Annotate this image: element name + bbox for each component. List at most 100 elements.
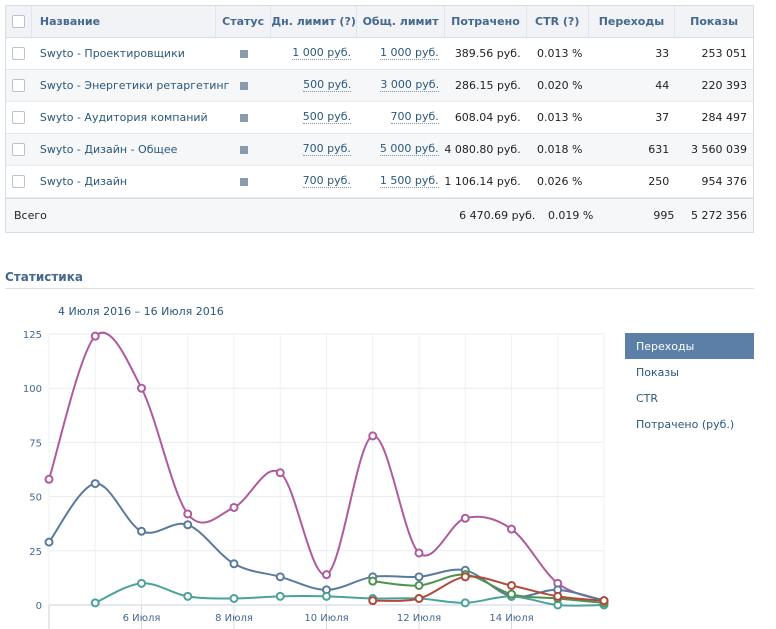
data-point xyxy=(229,593,239,603)
table-row: Swyto - Дизайн - Общее 700 руб. 5 000 ру… xyxy=(6,134,753,166)
campaign-name-link[interactable]: Swyto - Проектировщики xyxy=(39,47,185,60)
select-all-cell xyxy=(6,6,32,37)
spent-value: 1 106.14 руб. xyxy=(444,175,521,188)
data-point xyxy=(507,524,516,534)
data-point xyxy=(44,537,54,547)
shows-value: 954 376 xyxy=(701,175,747,188)
data-point xyxy=(275,572,285,582)
total-limit-link[interactable]: 700 руб. xyxy=(390,110,439,124)
data-point xyxy=(553,591,563,601)
table-row: Swyto - Аудитория компаний 500 руб. 700 … xyxy=(6,102,753,134)
data-point xyxy=(460,572,470,582)
legend-item-ctr[interactable]: CTR xyxy=(636,391,659,405)
header-shows[interactable]: Показы xyxy=(690,15,739,28)
total-spent: 6 470.69 руб. xyxy=(459,209,536,222)
spent-value: 389.56 руб. xyxy=(454,47,521,60)
clicks-value: 44 xyxy=(655,79,670,92)
status-icon[interactable] xyxy=(239,49,248,58)
legend-item-spent[interactable]: Потрачено (руб.) xyxy=(636,417,735,431)
total-label: Всего xyxy=(14,209,47,222)
statistics-chart: 0 25 50 75 100 125 6 Июля 8 Июля 10 Июля 12 Июля 1… xyxy=(23,330,609,629)
data-point xyxy=(183,509,193,519)
data-point xyxy=(460,598,470,608)
data-point xyxy=(368,596,378,606)
day-limit-link[interactable]: 1 000 руб. xyxy=(292,46,352,60)
data-point xyxy=(414,593,424,603)
total-ctr: 0.019 % xyxy=(547,209,594,222)
x-tick-label: 8 Июля xyxy=(215,613,253,624)
row-checkbox[interactable] xyxy=(12,175,26,188)
campaign-name-link[interactable]: Swyto - Дизайн - Общее xyxy=(39,143,178,156)
ctr-value: 0.013 % xyxy=(536,47,583,60)
data-point xyxy=(414,572,424,582)
total-limit-link[interactable]: 3 000 руб. xyxy=(380,78,440,92)
campaign-name-link[interactable]: Swyto - Энергетики ретаргетинг xyxy=(39,79,230,92)
campaign-name-link[interactable]: Swyto - Аудитория компаний xyxy=(39,111,208,124)
data-point xyxy=(368,431,378,441)
data-point xyxy=(460,513,470,523)
header-day-limit[interactable]: Дн. лимит (?) xyxy=(271,6,358,37)
x-tick-label: 12 Июля xyxy=(397,613,441,624)
clicks-value: 33 xyxy=(655,47,670,60)
data-point xyxy=(368,576,378,586)
row-checkbox[interactable] xyxy=(12,47,26,60)
data-point xyxy=(322,591,331,601)
y-tick-label: 75 xyxy=(29,438,42,449)
data-point xyxy=(137,578,146,588)
stats-title: Статистика xyxy=(5,270,83,284)
status-icon[interactable] xyxy=(239,177,248,186)
legend-item-shows[interactable]: Показы xyxy=(636,365,679,379)
data-point xyxy=(90,598,100,608)
header-name[interactable]: Название xyxy=(32,6,217,37)
data-point xyxy=(229,502,239,512)
total-clicks: 995 xyxy=(653,209,675,222)
ctr-value: 0.026 % xyxy=(537,175,583,188)
row-select-cell xyxy=(6,38,32,69)
total-limit-link[interactable]: 1 500 руб. xyxy=(379,174,439,188)
shows-value: 220 393 xyxy=(701,79,748,92)
row-checkbox[interactable] xyxy=(12,79,26,92)
total-limit-link[interactable]: 1 000 руб. xyxy=(380,46,439,60)
day-limit-link[interactable]: 500 руб. xyxy=(302,110,352,124)
clicks-value: 631 xyxy=(648,143,670,156)
chart-series xyxy=(368,570,609,608)
row-checkbox[interactable] xyxy=(12,143,26,156)
shows-value: 253 051 xyxy=(701,47,747,60)
day-limit-link[interactable]: 500 руб. xyxy=(303,78,352,92)
select-all-checkbox[interactable] xyxy=(11,15,25,28)
y-tick-label: 0 xyxy=(36,601,42,612)
row-select-cell xyxy=(6,102,32,133)
campaign-name-link[interactable]: Swyto - Дизайн xyxy=(39,175,128,188)
shows-value: 3 560 039 xyxy=(691,143,747,156)
header-status[interactable]: Статус xyxy=(216,6,272,37)
chart-series xyxy=(44,331,609,606)
status-icon[interactable] xyxy=(239,113,248,122)
day-limit-link[interactable]: 700 руб. xyxy=(302,142,351,156)
data-point xyxy=(137,383,146,393)
y-tick-label: 50 xyxy=(29,493,42,504)
data-point xyxy=(275,591,285,601)
legend-item-clicks[interactable]: Переходы xyxy=(625,333,754,359)
total-limit-link[interactable]: 5 000 руб. xyxy=(379,142,439,156)
series-line xyxy=(94,582,605,607)
x-tick-label: 6 Июля xyxy=(123,613,161,624)
header-ctr[interactable]: CTR (?) xyxy=(527,6,589,37)
table-row: Swyto - Энергетики ретаргетинг 500 руб. … xyxy=(6,70,753,102)
status-icon[interactable] xyxy=(240,81,249,90)
status-icon[interactable] xyxy=(239,145,248,154)
y-tick-label: 25 xyxy=(29,547,42,558)
table-row: Swyto - Дизайн 700 руб. 1 500 руб. 1 106… xyxy=(6,166,753,198)
data-point xyxy=(44,474,54,484)
x-tick-label: 10 Июля xyxy=(304,613,348,624)
row-checkbox[interactable] xyxy=(12,111,26,124)
data-point xyxy=(183,591,193,601)
data-point xyxy=(90,331,100,341)
data-point xyxy=(90,479,100,489)
clicks-value: 250 xyxy=(648,175,670,188)
header-spent[interactable]: Потрачено xyxy=(445,6,527,37)
day-limit-link[interactable]: 700 руб. xyxy=(302,174,351,188)
header-total-limit[interactable]: Общ. лимит xyxy=(357,6,446,37)
data-point xyxy=(229,559,239,569)
data-point xyxy=(137,526,146,536)
header-clicks[interactable]: Переходы xyxy=(589,6,676,37)
